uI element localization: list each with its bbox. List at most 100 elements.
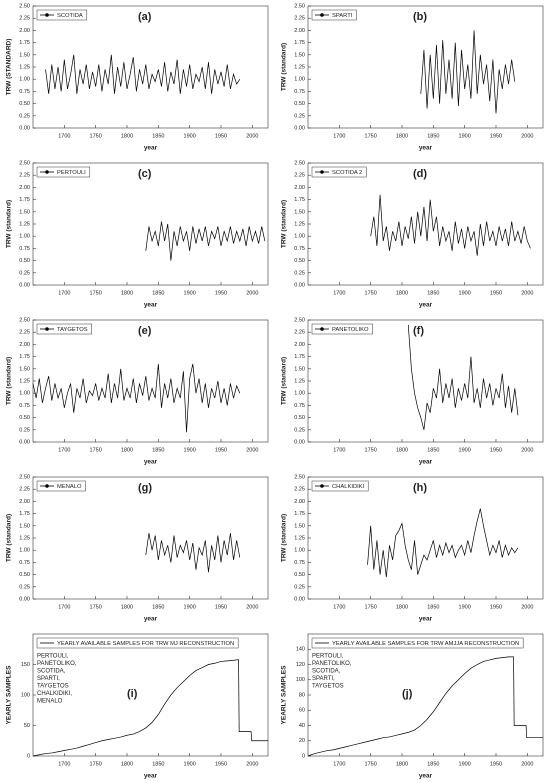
annotation: PANETOLIKO, — [312, 661, 352, 667]
x-tick-label: 1950 — [215, 604, 227, 610]
y-tick-label: 0.00 — [19, 282, 30, 288]
legend-box — [311, 323, 373, 335]
y-tick-label: 1.00 — [19, 391, 30, 397]
y-tick-label: 1.75 — [19, 197, 30, 203]
y-tick-label: 2.25 — [294, 16, 305, 22]
y-tick-label: 0.00 — [294, 282, 305, 288]
y-axis-label: TRW (standard) — [281, 200, 288, 248]
y-tick-label: 0 — [302, 753, 305, 759]
panel-label: (a) — [138, 11, 152, 23]
y-tick-label: 2.50 — [294, 3, 305, 9]
x-tick-label: 1700 — [58, 290, 70, 296]
y-tick-label: 1.25 — [294, 378, 305, 384]
y-tick-label: 1.25 — [19, 221, 30, 227]
y-tick-label: 0.50 — [19, 572, 30, 578]
y-tick-label: 2.50 — [294, 474, 305, 480]
y-tick-label: 2.50 — [294, 160, 305, 166]
x-tick-label: 1800 — [396, 447, 408, 453]
x-axis-label: year — [144, 459, 158, 466]
annotation: TAYGETOS — [312, 684, 344, 690]
data-line — [145, 533, 241, 573]
y-tick-label: 120 — [296, 662, 305, 668]
x-tick-label: 1850 — [152, 604, 164, 610]
data-line — [370, 194, 531, 256]
y-tick-label: 1.75 — [19, 511, 30, 517]
y-tick-label: 2.25 — [19, 173, 30, 179]
legend-marker — [45, 484, 49, 488]
x-tick-label: 1900 — [184, 290, 196, 296]
y-tick-label: 1.50 — [19, 523, 30, 529]
legend-label: PANETOLIKO — [332, 327, 369, 333]
legend-label: TAYGETOS — [57, 327, 88, 333]
legend-label: YEARLY AVAILABLE SAMPLES FOR TRW MJ RECO… — [57, 641, 234, 647]
y-tick-label: 0.75 — [19, 246, 30, 252]
y-tick-label: 0.25 — [19, 113, 30, 119]
y-tick-label: 1.25 — [294, 221, 305, 227]
x-tick-label: 1850 — [427, 761, 439, 767]
legend-marker — [45, 327, 49, 331]
y-axis-label: TRW (standard) — [281, 43, 288, 91]
x-tick-label: 1850 — [427, 447, 439, 453]
plot-frame — [307, 319, 544, 443]
y-tick-label: 2.00 — [19, 499, 30, 505]
x-tick-label: 1850 — [427, 133, 439, 139]
y-tick-label: 2.00 — [19, 185, 30, 191]
x-tick-label: 1850 — [152, 447, 164, 453]
annotation: PANETOLIKO, — [37, 661, 77, 667]
x-tick-label: 1900 — [459, 447, 471, 453]
y-tick-label: 0.75 — [19, 560, 30, 566]
x-tick-label: 1700 — [333, 133, 345, 139]
x-tick-label: 1950 — [490, 761, 502, 767]
y-tick-label: 1.00 — [294, 391, 305, 397]
data-line — [367, 508, 519, 578]
x-tick-label: 1950 — [215, 290, 227, 296]
x-axis-label: year — [144, 773, 158, 780]
y-tick-label: 1.25 — [19, 378, 30, 384]
y-tick-label: 1.25 — [294, 64, 305, 70]
x-tick-label: 1800 — [396, 761, 408, 767]
y-tick-label: 150 — [21, 662, 30, 668]
x-tick-label: 1900 — [184, 604, 196, 610]
y-tick-label: 1.50 — [19, 209, 30, 215]
x-tick-label: 1800 — [396, 133, 408, 139]
x-tick-label: 1700 — [58, 447, 70, 453]
legend-marker — [320, 484, 324, 488]
y-tick-label: 1.25 — [19, 535, 30, 541]
y-tick-label: 2.25 — [19, 16, 30, 22]
x-tick-label: 1750 — [365, 133, 377, 139]
legend-label: SCOTIDA 2 — [332, 170, 362, 176]
panel-label: (f) — [413, 325, 424, 337]
y-axis-label: TRW (standard) — [6, 514, 13, 562]
legend-label: SCOTIDA — [57, 13, 83, 19]
legend-marker — [320, 13, 324, 17]
annotation: SPARTI, — [312, 676, 335, 682]
y-tick-label: 1.00 — [294, 234, 305, 240]
x-tick-label: 2000 — [246, 447, 258, 453]
data-line — [407, 324, 519, 430]
panel-label: (h) — [413, 482, 427, 494]
x-tick-label: 1950 — [215, 133, 227, 139]
x-tick-label: 1900 — [459, 604, 471, 610]
x-tick-label: 1700 — [333, 761, 345, 767]
y-tick-label: 1.00 — [19, 234, 30, 240]
y-tick-label: 0.00 — [19, 125, 30, 131]
plot-frame — [307, 476, 544, 600]
x-tick-label: 2000 — [521, 604, 533, 610]
data-line — [45, 54, 241, 94]
y-axis-label: TRW (standard) — [281, 514, 288, 562]
y-tick-label: 1.75 — [19, 40, 30, 46]
x-tick-label: 1900 — [184, 761, 196, 767]
y-tick-label: 2.00 — [294, 28, 305, 34]
x-tick-label: 1750 — [90, 761, 102, 767]
y-tick-label: 0.00 — [294, 439, 305, 445]
x-tick-label: 1900 — [459, 133, 471, 139]
legend-label: CHALKIDIKI — [332, 484, 365, 490]
y-tick-label: 2.00 — [19, 342, 30, 348]
x-tick-label: 2000 — [246, 290, 258, 296]
y-tick-label: 0.25 — [294, 270, 305, 276]
x-tick-label: 2000 — [246, 761, 258, 767]
x-tick-label: 1900 — [459, 290, 471, 296]
annotation: SPARTI, — [37, 676, 60, 682]
y-tick-label: 1.50 — [294, 209, 305, 215]
